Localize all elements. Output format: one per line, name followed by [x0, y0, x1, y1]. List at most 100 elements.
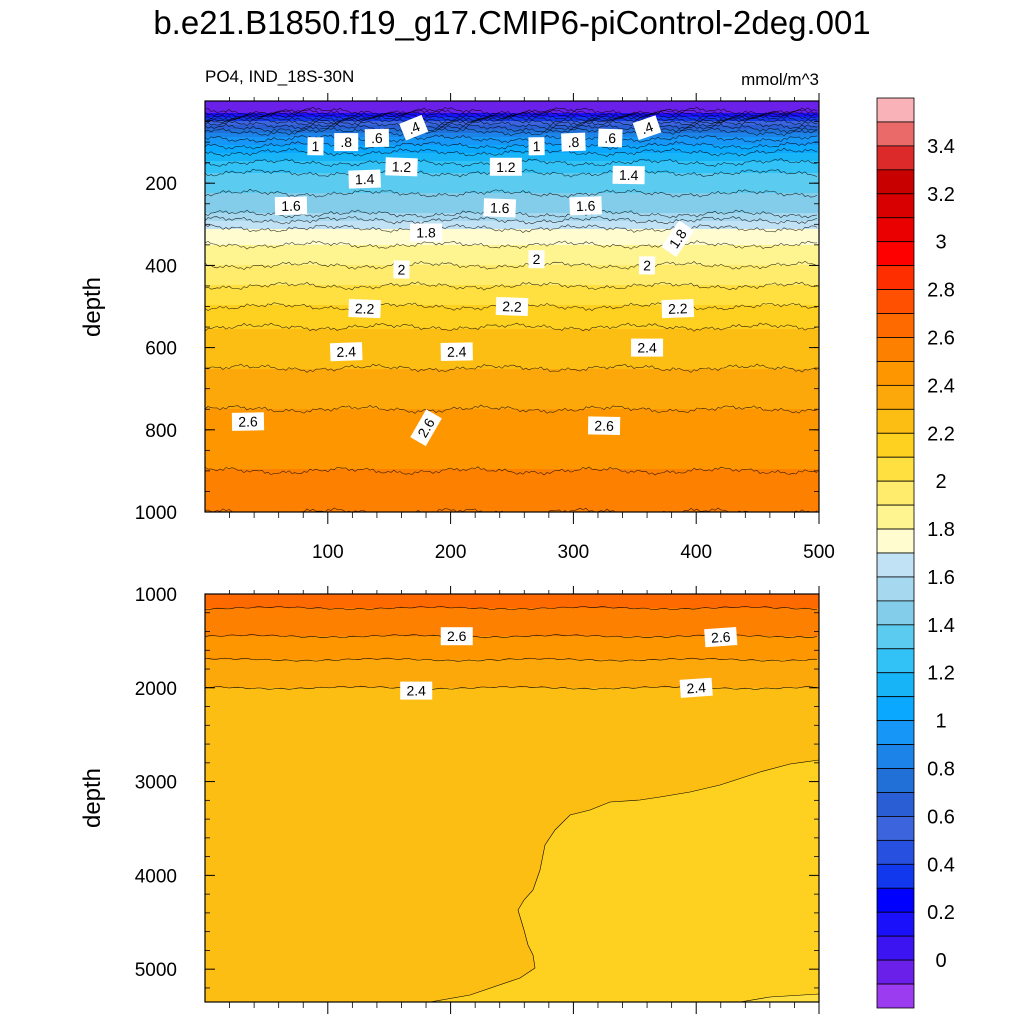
upper-fill-band	[205, 373, 819, 378]
upper-fill-band	[205, 289, 819, 294]
upper-fill-band	[205, 353, 819, 358]
contour-label: 1.2	[489, 157, 522, 176]
upper-fill-band	[205, 189, 819, 194]
contour-label: 2.2	[495, 296, 529, 317]
colorbar-box	[876, 384, 915, 410]
upper-y-tick-label: 800	[145, 421, 177, 442]
colorbar-label: 0.4	[927, 854, 955, 876]
contour-label: 2.2	[661, 299, 695, 319]
upper-x-tick-label: 300	[558, 542, 590, 563]
upper-fill-band	[205, 497, 819, 502]
lower-contour-line	[205, 685, 818, 690]
contour-label-box	[334, 133, 359, 152]
upper-contour-line	[205, 240, 818, 250]
upper-contour-line	[205, 188, 818, 198]
upper-fill-band	[205, 325, 819, 330]
contour-label: .4	[399, 114, 429, 141]
upper-fill-band	[205, 257, 819, 262]
contour-label: 2	[393, 260, 410, 279]
upper-fill-band	[205, 101, 819, 106]
upper-fill-band	[205, 473, 819, 478]
upper-fill-band	[205, 381, 819, 386]
colorbar-label: 1.2	[927, 663, 955, 685]
upper-fill-band	[205, 317, 819, 322]
colorbar-box	[876, 744, 915, 769]
upper-fill-band	[205, 137, 819, 142]
upper-fill-band	[205, 377, 819, 382]
contour-label-text: 1	[533, 138, 541, 154]
upper-contour-line	[205, 363, 818, 373]
contour-label: 1.4	[612, 165, 645, 185]
upper-fill-band	[205, 145, 819, 150]
colorbar-label: 2	[935, 471, 946, 493]
upper-fill-band	[205, 333, 819, 338]
upper-x-tick-label: 500	[803, 542, 835, 563]
upper-fill-band	[205, 453, 819, 458]
contour-label: .6	[364, 128, 390, 148]
upper-contour-line	[205, 108, 818, 118]
upper-fill-band	[205, 253, 819, 258]
contour-label: 1.8	[410, 223, 443, 242]
upper-fill-band	[205, 273, 819, 278]
upper-fill-band	[205, 489, 819, 494]
lower-plot-frame	[204, 593, 820, 1003]
colorbar-box	[876, 504, 915, 530]
colorbar-box	[876, 576, 915, 602]
lower-y-axis-label: depth	[79, 768, 106, 828]
contour-label-text: 2.6	[238, 413, 258, 429]
contour-label: 2.6	[410, 409, 442, 447]
upper-y-tick-label: 200	[145, 174, 177, 195]
contour-label: 2.6	[231, 412, 265, 431]
contour-label-text: .8	[340, 134, 352, 150]
contour-label-text: 2	[533, 251, 541, 267]
contour-label-box	[393, 260, 410, 279]
colorbar-box	[876, 911, 915, 937]
contour-label-box	[348, 299, 381, 319]
colorbar-box	[876, 289, 915, 314]
upper-y-axis-label: depth	[79, 277, 106, 337]
upper-fill-band	[205, 117, 819, 122]
contour-label-text: 2.4	[447, 344, 467, 360]
contour-label-box	[483, 198, 517, 218]
contour-label-box	[348, 169, 381, 189]
upper-fill-band	[205, 181, 819, 186]
contour-label-text: 2	[643, 257, 651, 273]
upper-fill-band	[205, 321, 819, 326]
contour-label-text: 2.4	[686, 679, 707, 696]
contour-label: 2.4	[329, 342, 363, 362]
contour-label: .8	[334, 133, 359, 152]
contour-label-box	[410, 223, 443, 242]
upper-fill-band	[205, 425, 819, 430]
upper-fill-band	[205, 349, 819, 354]
contour-label-text: 2.6	[710, 628, 731, 645]
upper-contour-line	[205, 117, 818, 127]
contour-label-text: .6	[604, 130, 616, 146]
upper-fill-band	[205, 217, 819, 222]
upper-fill-band	[205, 389, 819, 394]
contour-label: 2.2	[348, 299, 381, 319]
upper-fill-band	[205, 245, 819, 250]
contour-label-box	[400, 681, 433, 700]
contour-label: 2.6	[440, 627, 473, 646]
units-label: mmol/m^3	[741, 70, 819, 89]
contour-label-box	[587, 416, 621, 435]
upper-fill-band	[205, 457, 819, 462]
upper-panel: .4 .6 .8 1 1.2 1.4 1.6 1.8 2 2.2 2.4 2.6 2.6 .4 .6 .8 1 1…	[79, 93, 835, 563]
colorbar-box	[876, 696, 915, 722]
colorbar-label: 1	[935, 711, 946, 733]
chart-title: b.e21.B1850.f19_g17.CMIP6-piControl-2deg…	[153, 4, 871, 41]
contour-label-text: 1.6	[490, 200, 510, 217]
colorbar-box	[876, 959, 915, 985]
upper-contour-line	[205, 114, 818, 124]
contour-label: 2.6	[704, 627, 738, 648]
upper-fill-band	[205, 509, 819, 512]
contour-label: 1	[528, 137, 545, 156]
contour-label-box	[528, 250, 545, 269]
upper-fill-band	[205, 481, 819, 486]
upper-fill-band	[205, 405, 819, 410]
colorbar-box	[876, 121, 915, 147]
upper-fill-band	[205, 429, 819, 434]
contour-label-text: 2.6	[447, 628, 467, 644]
upper-fill-band	[205, 421, 819, 426]
